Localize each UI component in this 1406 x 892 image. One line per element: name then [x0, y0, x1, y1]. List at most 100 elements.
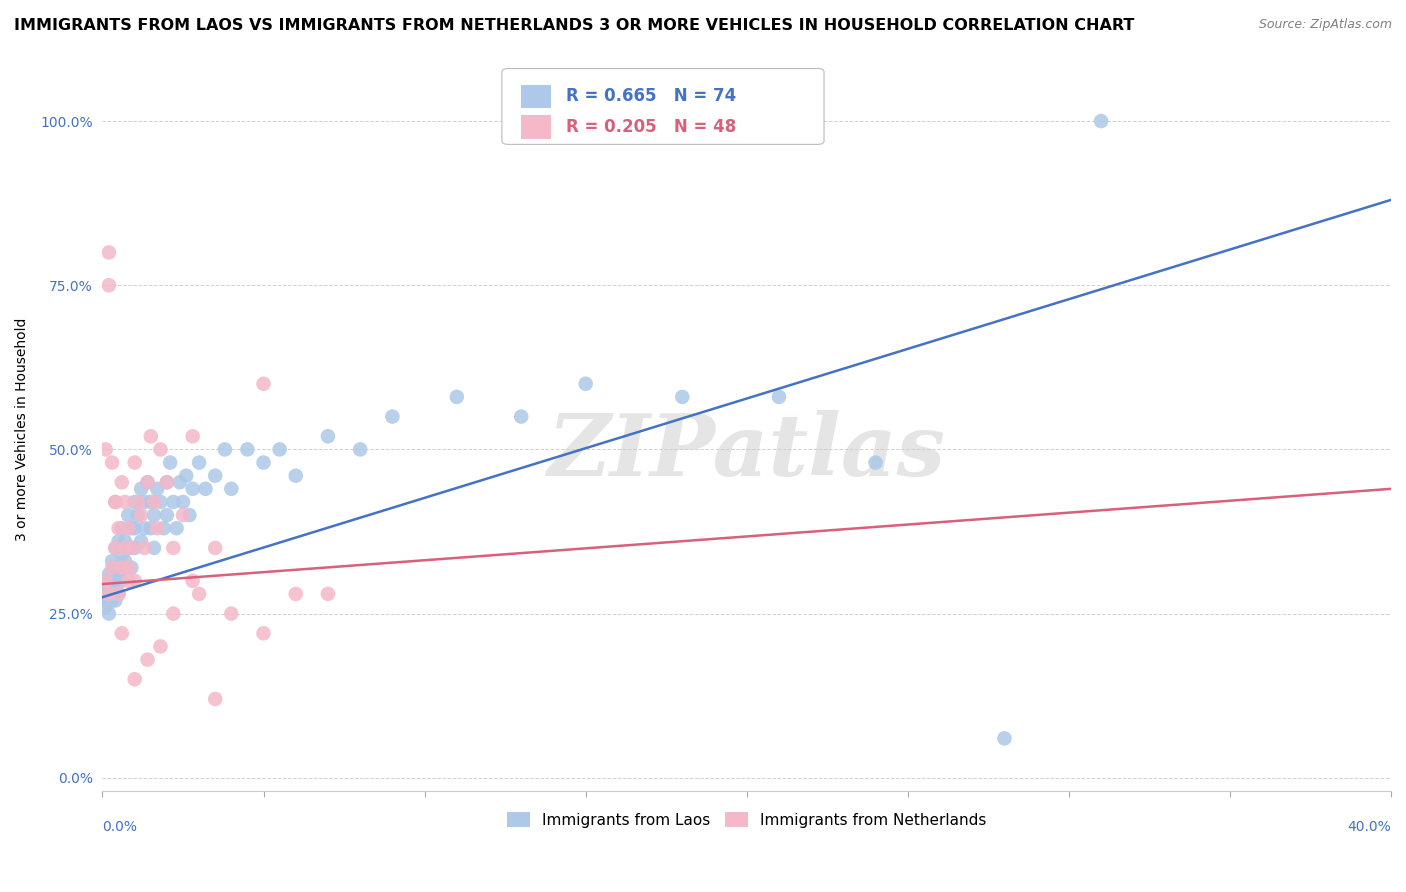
Point [107, 567, 129, 582]
Point [101, 580, 124, 594]
Point [143, 541, 166, 555]
Point [104, 560, 127, 574]
Point [111, 574, 134, 588]
Point [124, 574, 146, 588]
Point [136, 475, 159, 490]
Point [174, 468, 197, 483]
Point [94, 574, 117, 588]
Point [97, 607, 120, 621]
Point [97, 587, 120, 601]
Point [136, 652, 159, 666]
FancyBboxPatch shape [502, 69, 824, 145]
Point [188, 587, 211, 601]
Point [188, 456, 211, 470]
Point [162, 607, 184, 621]
Point [172, 495, 194, 509]
Point [349, 442, 371, 457]
Point [204, 692, 226, 706]
Point [107, 587, 129, 601]
Point [510, 409, 533, 424]
Point [575, 376, 598, 391]
Point [181, 574, 204, 588]
Point [97, 567, 120, 582]
Point [1090, 114, 1112, 128]
Point [129, 482, 152, 496]
Point [149, 442, 172, 457]
Point [172, 508, 194, 522]
Point [97, 245, 120, 260]
Point [221, 482, 243, 496]
Point [94, 574, 117, 588]
Point [156, 475, 179, 490]
Point [284, 468, 307, 483]
Point [104, 495, 127, 509]
Point [127, 508, 149, 522]
FancyBboxPatch shape [522, 85, 551, 108]
Point [111, 560, 134, 574]
Point [124, 673, 146, 687]
Point [162, 495, 184, 509]
Point [107, 587, 129, 601]
Point [111, 475, 134, 490]
Point [446, 390, 468, 404]
Point [111, 548, 134, 562]
Point [117, 521, 139, 535]
Point [127, 495, 149, 509]
Point [120, 560, 142, 574]
Point [97, 580, 120, 594]
Point [221, 607, 243, 621]
Point [149, 495, 172, 509]
Point [124, 521, 146, 535]
Point [124, 541, 146, 555]
Point [104, 541, 127, 555]
Point [107, 534, 129, 549]
Point [114, 541, 136, 555]
Point [214, 442, 236, 457]
Point [101, 554, 124, 568]
Point [146, 482, 169, 496]
Point [381, 409, 404, 424]
Point [101, 574, 124, 588]
Point [94, 442, 117, 457]
Point [204, 468, 226, 483]
Point [94, 600, 117, 615]
Point [101, 456, 124, 470]
Text: Source: ZipAtlas.com: Source: ZipAtlas.com [1258, 18, 1392, 31]
Point [94, 593, 117, 607]
Point [865, 456, 887, 470]
Legend: Immigrants from Laos, Immigrants from Netherlands: Immigrants from Laos, Immigrants from Ne… [501, 805, 993, 834]
Point [93, 587, 115, 601]
Point [159, 456, 181, 470]
Point [152, 521, 174, 535]
Point [156, 508, 179, 522]
Point [993, 731, 1015, 746]
Point [139, 521, 162, 535]
Point [101, 560, 124, 574]
Point [139, 429, 162, 443]
Point [252, 456, 274, 470]
Text: 40.0%: 40.0% [1347, 820, 1391, 834]
Point [143, 508, 166, 522]
Point [117, 508, 139, 522]
Text: ZIPatlas: ZIPatlas [548, 409, 946, 493]
Point [162, 541, 184, 555]
Point [252, 376, 274, 391]
Point [101, 593, 124, 607]
Point [134, 495, 156, 509]
Point [316, 429, 339, 443]
Point [104, 593, 127, 607]
Point [97, 278, 120, 293]
Text: 0.0%: 0.0% [103, 820, 138, 834]
Point [104, 541, 127, 555]
Point [134, 541, 156, 555]
Point [111, 521, 134, 535]
Point [114, 534, 136, 549]
Point [181, 429, 204, 443]
Point [117, 541, 139, 555]
Point [117, 560, 139, 574]
Point [114, 554, 136, 568]
Point [149, 640, 172, 654]
Text: IMMIGRANTS FROM LAOS VS IMMIGRANTS FROM NETHERLANDS 3 OR MORE VEHICLES IN HOUSEH: IMMIGRANTS FROM LAOS VS IMMIGRANTS FROM … [14, 18, 1135, 33]
Point [768, 390, 790, 404]
Text: R = 0.205   N = 48: R = 0.205 N = 48 [567, 118, 737, 136]
